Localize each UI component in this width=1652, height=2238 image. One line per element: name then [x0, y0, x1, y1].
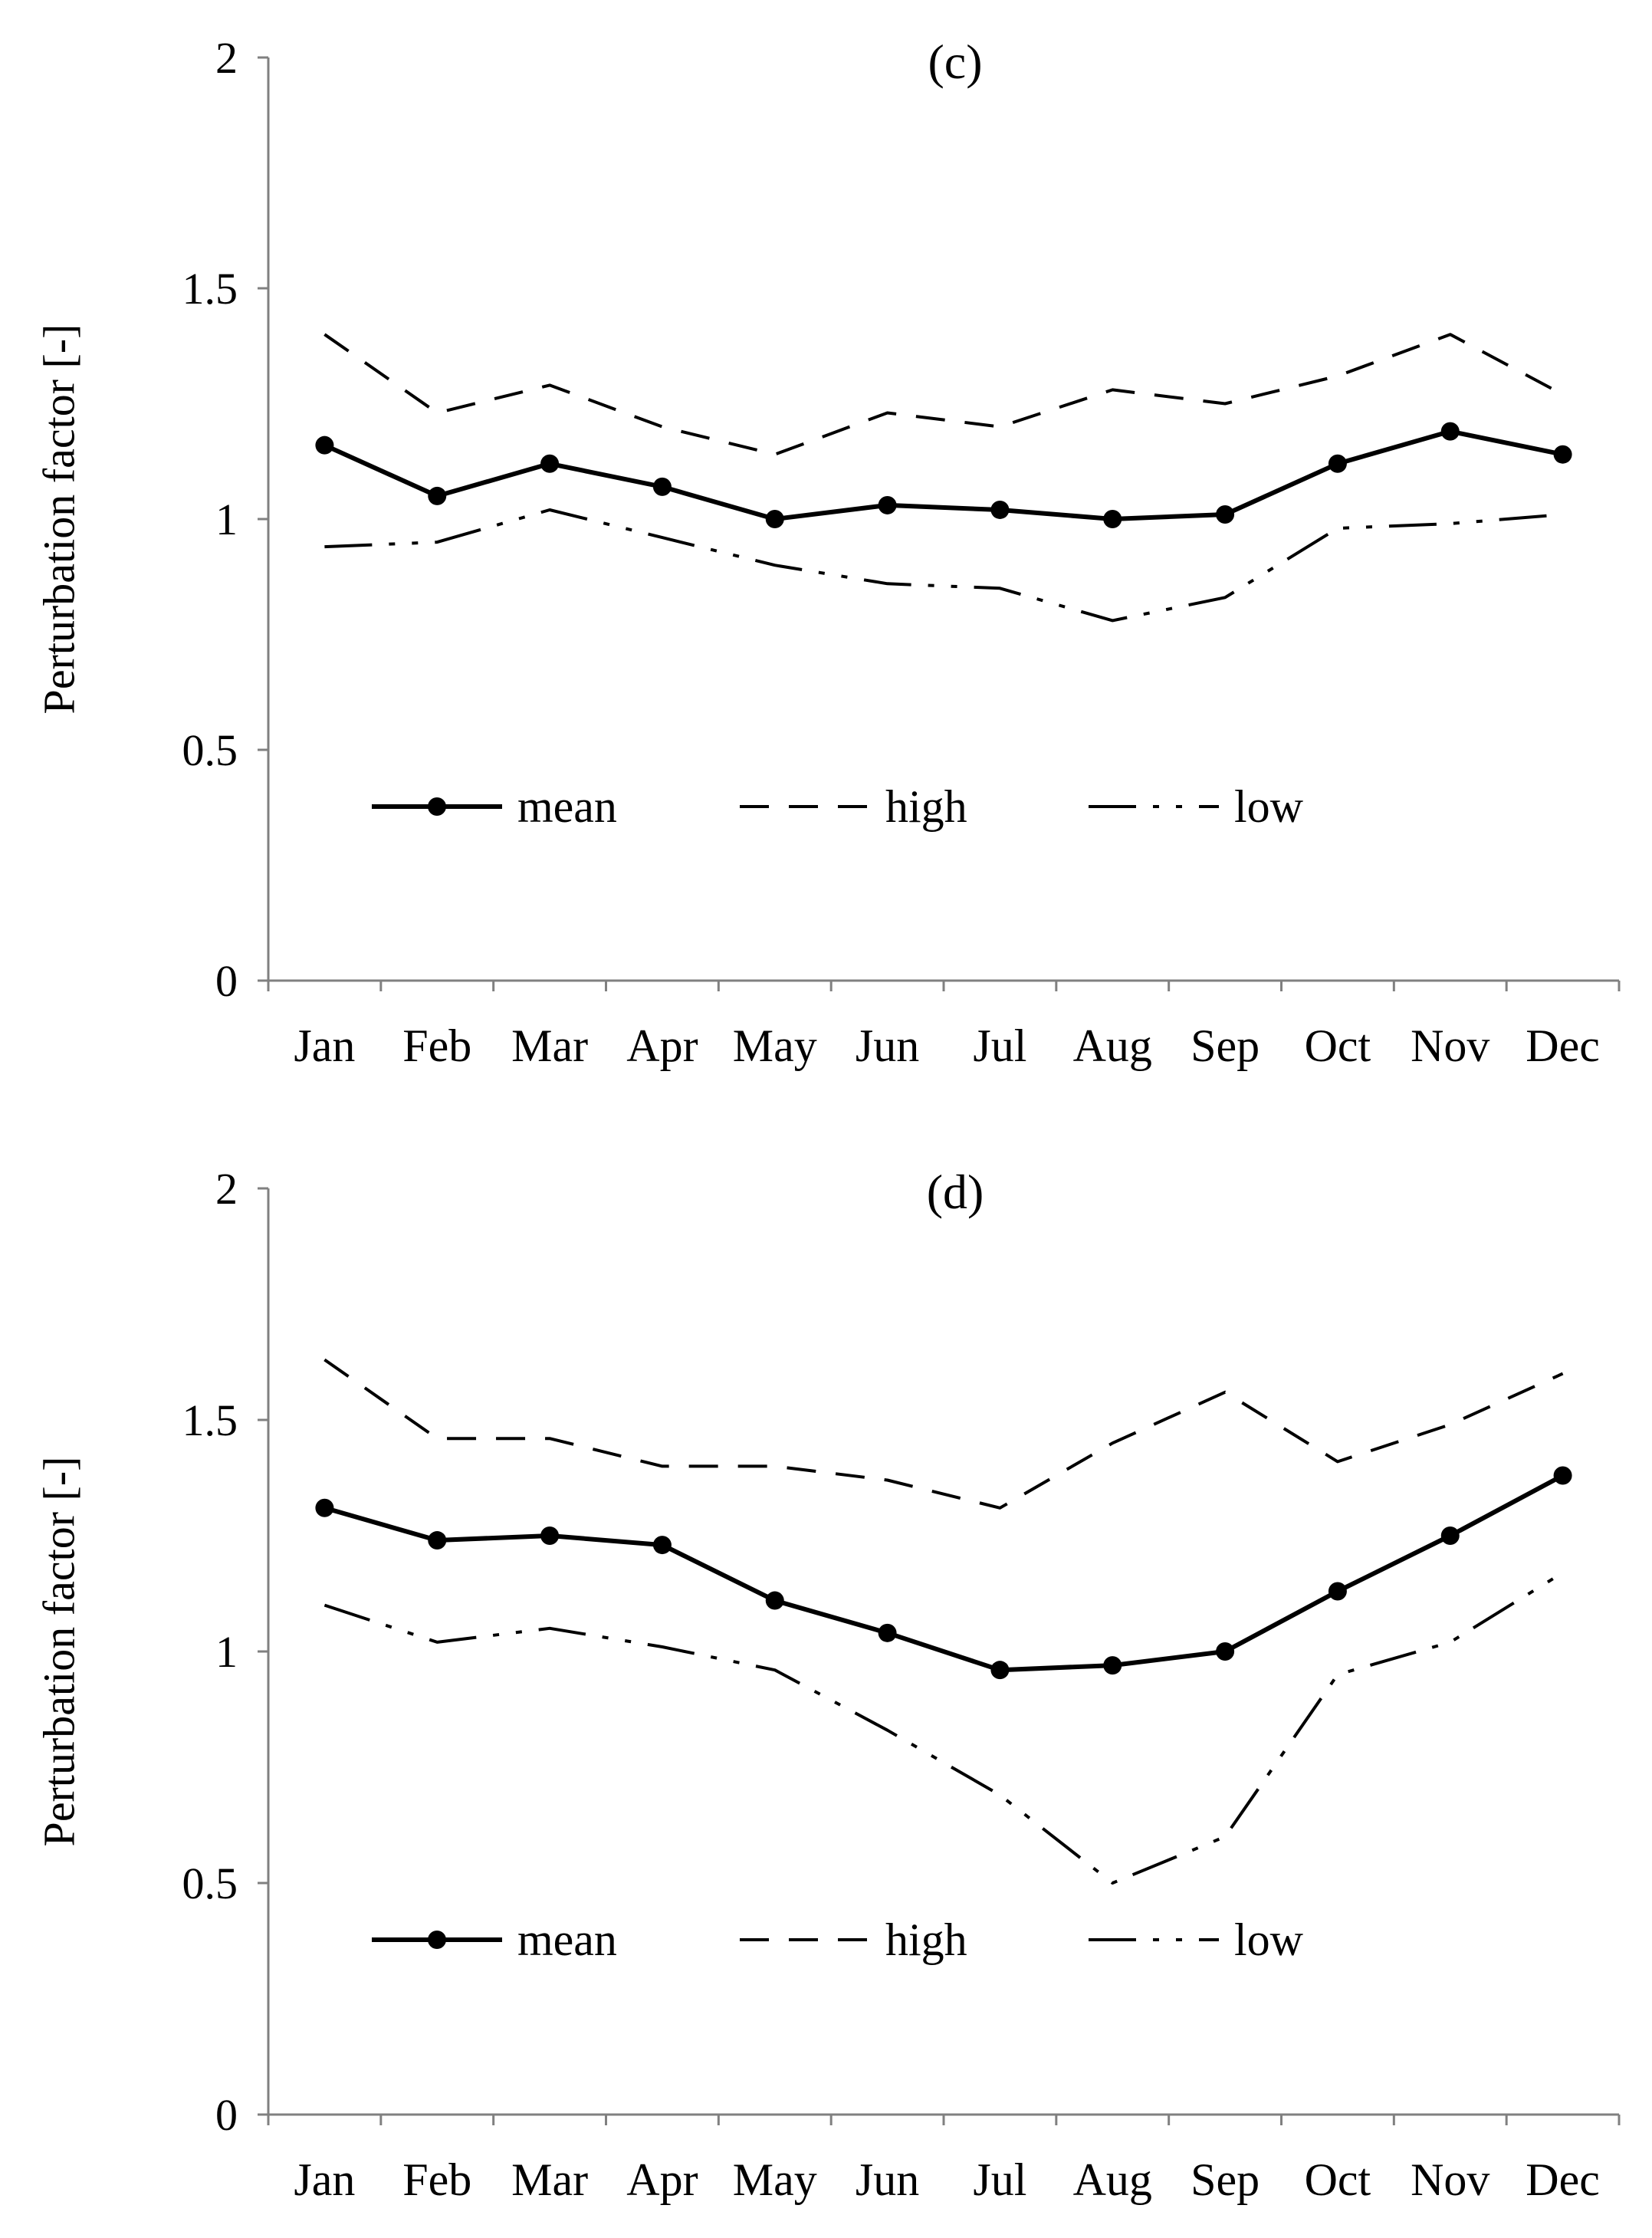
- y-tick-label: 0: [215, 2090, 238, 2140]
- x-tick-label: Aug: [1073, 2154, 1152, 2205]
- series-line-low: [324, 1571, 1564, 1885]
- data-point-mean: [1553, 445, 1572, 464]
- y-axis-title: Perturbation factor [-]: [34, 324, 84, 715]
- x-tick-label: Oct: [1305, 2154, 1371, 2205]
- data-point-mean: [765, 510, 784, 528]
- legend-label-mean: mean: [517, 781, 617, 832]
- x-tick-label: Dec: [1526, 1020, 1600, 1071]
- x-tick-label: Aug: [1073, 1020, 1152, 1071]
- x-tick-label: Nov: [1411, 2154, 1489, 2205]
- y-tick-label: 1: [215, 495, 238, 544]
- data-point-mean: [1103, 1656, 1122, 1675]
- data-point-mean: [1553, 1466, 1572, 1485]
- data-point-mean: [1216, 1642, 1235, 1661]
- legend: mean high low: [372, 781, 1304, 832]
- data-point-mean: [1328, 1582, 1347, 1601]
- data-point-mean: [990, 1661, 1010, 1680]
- legend-marker-mean: [428, 1931, 446, 1949]
- x-tick-label: Dec: [1526, 2154, 1600, 2205]
- data-point-mean: [1328, 454, 1347, 473]
- series-line-mean: [324, 1473, 1565, 1673]
- legend-label-low: low: [1234, 781, 1304, 832]
- data-point-mean: [765, 1591, 784, 1610]
- chart-title: (c): [928, 35, 982, 89]
- x-tick-label: Jul: [973, 1020, 1026, 1071]
- data-point-mean: [878, 1623, 897, 1642]
- y-tick-label: 0: [215, 956, 238, 1006]
- data-point-mean: [540, 454, 560, 473]
- chart-panel-2: 0 0.5 1 1.5 2 Jan Feb Mar Apr May Jun Jul Aug Sep Oct N…: [34, 1164, 1621, 2205]
- legend-marker-mean: [428, 797, 446, 816]
- data-point-mean: [428, 486, 447, 505]
- x-tick-label: Jan: [294, 2154, 355, 2205]
- data-point-mean: [1440, 1527, 1460, 1545]
- y-tick-label: 1.5: [182, 1395, 238, 1445]
- x-tick-label: May: [733, 1020, 817, 1071]
- chart-panel-1: 0 0.5 1 1.5 2 Jan Feb Mar Apr May Jun Jul Aug Sep Oct N…: [34, 33, 1621, 1071]
- legend-label-high: high: [885, 781, 967, 832]
- x-tick-label: Sep: [1191, 2154, 1260, 2205]
- y-axis-title: Perturbation factor [-]: [34, 1457, 84, 1847]
- x-tick-label: Feb: [402, 2154, 471, 2205]
- data-point-mean: [1216, 504, 1235, 524]
- x-tick-label: Jul: [973, 2154, 1026, 2205]
- x-tick-label: Oct: [1305, 1020, 1371, 1071]
- y-tick-label: 2: [215, 33, 238, 83]
- data-point-mean: [1440, 422, 1460, 441]
- data-point-mean: [878, 495, 897, 514]
- x-tick-label: Apr: [626, 1020, 698, 1071]
- x-tick-label: Mar: [511, 1020, 588, 1071]
- chart-title: (d): [927, 1165, 984, 1219]
- y-tick-label: 1.5: [182, 264, 238, 314]
- x-tick-label: Feb: [402, 1020, 471, 1071]
- data-point-mean: [652, 477, 672, 496]
- data-point-mean: [315, 1498, 334, 1517]
- y-tick-label: 1: [215, 1627, 238, 1677]
- data-point-mean: [540, 1527, 560, 1545]
- x-tick-label: Apr: [626, 2154, 698, 2205]
- data-point-mean: [652, 1536, 672, 1555]
- x-tick-label: Mar: [511, 2154, 588, 2205]
- legend: mean high low: [372, 1914, 1304, 1965]
- legend-label-high: high: [885, 1914, 967, 1965]
- legend-label-mean: mean: [517, 1914, 617, 1965]
- series-line-mean: [324, 429, 1564, 521]
- x-tick-label: Nov: [1411, 1020, 1489, 1071]
- y-tick-label: 0.5: [182, 725, 238, 775]
- data-point-mean: [315, 435, 334, 455]
- series-line-low: [324, 508, 1563, 623]
- x-tick-label: Jun: [856, 1020, 919, 1071]
- x-tick-label: Sep: [1191, 1020, 1260, 1071]
- legend-label-low: low: [1234, 1914, 1304, 1965]
- data-point-mean: [428, 1531, 447, 1550]
- x-tick-label: Jun: [856, 2154, 919, 2205]
- y-tick-label: 0.5: [182, 1858, 238, 1908]
- data-point-mean: [1103, 510, 1122, 528]
- y-tick-label: 2: [215, 1164, 238, 1214]
- data-point-mean: [990, 500, 1010, 519]
- series-line-high: [324, 1358, 1564, 1510]
- series-line-high: [324, 333, 1564, 456]
- x-tick-label: May: [733, 2154, 817, 2205]
- x-tick-label: Jan: [294, 1020, 355, 1071]
